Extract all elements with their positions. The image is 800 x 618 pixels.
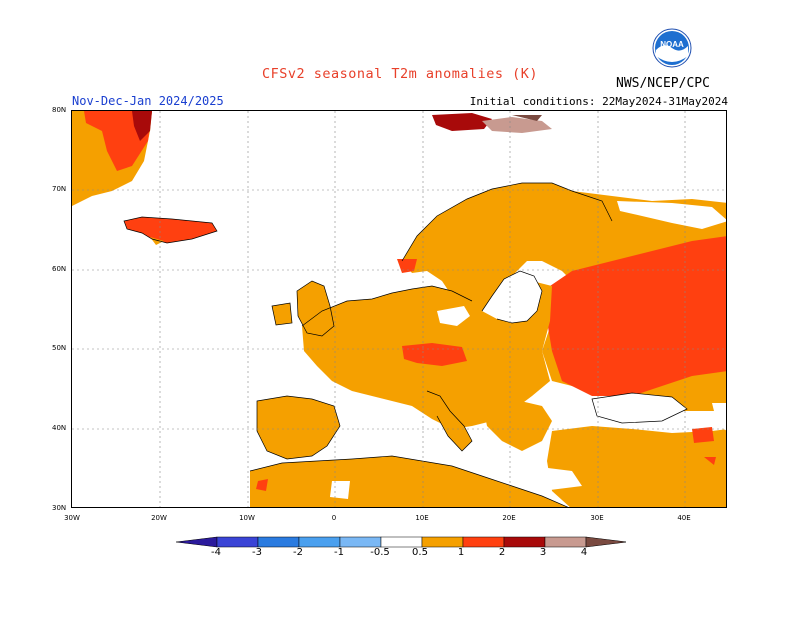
iberia-region: [257, 396, 340, 459]
colorbar-label: -1: [334, 547, 344, 558]
scandinavia-region: [402, 183, 612, 306]
colorbar-label: -3: [252, 547, 262, 558]
lon-label: 10E: [415, 514, 429, 522]
turkey-region: [547, 426, 726, 507]
lon-label: 40E: [677, 514, 691, 522]
mediterranean-sea: [334, 429, 582, 491]
baltic-sea: [482, 271, 542, 323]
colorbar-cell: [339, 536, 382, 548]
colorbar-cell: [544, 536, 587, 548]
colorbar-label: 3: [539, 547, 547, 558]
coastlines: [123, 182, 688, 507]
lat-label: 40N: [52, 424, 67, 432]
colorbar-cell: [503, 536, 546, 548]
lon-label: 20W: [151, 514, 167, 522]
lon-label: 10W: [239, 514, 255, 522]
colorbar: [176, 536, 626, 548]
colorbar-cell: [585, 536, 626, 548]
british-isles-region: [297, 281, 334, 336]
lon-label: 30W: [64, 514, 80, 522]
north-africa-region: [250, 456, 568, 507]
colorbar-label: 4: [580, 547, 588, 558]
lat-label: 70N: [52, 185, 67, 193]
lat-label: 30N: [52, 504, 67, 512]
colorbar-label: -2: [293, 547, 303, 558]
colorbar-cell: [216, 536, 259, 548]
colorbar-label: 0.5: [412, 547, 428, 558]
map-title: CFSv2 seasonal T2m anomalies (K): [261, 66, 539, 82]
colorbar-cell: [257, 536, 300, 548]
svalbard-region: [432, 113, 492, 131]
noaa-logo-text: NOAA: [660, 40, 684, 49]
season-label: Nov-Dec-Jan 2024/2025: [72, 94, 224, 108]
colorbar-cell: [421, 536, 464, 548]
black-sea: [592, 393, 687, 423]
colorbar-cell: [298, 536, 341, 548]
colorbar-label: -4: [211, 547, 221, 558]
lon-label: 30E: [590, 514, 604, 522]
noaa-logo: NOAA: [652, 28, 692, 68]
lat-label: 60N: [52, 265, 67, 273]
grid-lines: [72, 111, 726, 507]
italy-region: [427, 391, 472, 451]
anomaly-map: [72, 111, 726, 507]
colorbar-label: 2: [498, 547, 506, 558]
agency-label: NWS/NCEP/CPC: [616, 76, 710, 91]
map-panel: [71, 110, 727, 508]
colorbar-cell: [462, 536, 505, 548]
lat-label: 80N: [52, 106, 67, 114]
lon-label: 20E: [502, 514, 516, 522]
initial-conditions-label: Initial conditions: 22May2024-31May2024: [469, 95, 728, 108]
iceland-region: [124, 217, 217, 243]
colorbar-label: 1: [457, 547, 465, 558]
colorbar-cell: [380, 536, 423, 548]
colorbar-label: -0.5: [370, 547, 390, 558]
colorbar-cell: [176, 536, 218, 548]
lat-label: 50N: [52, 344, 67, 352]
balkans-region: [482, 399, 552, 451]
lon-label: 0: [331, 514, 337, 522]
